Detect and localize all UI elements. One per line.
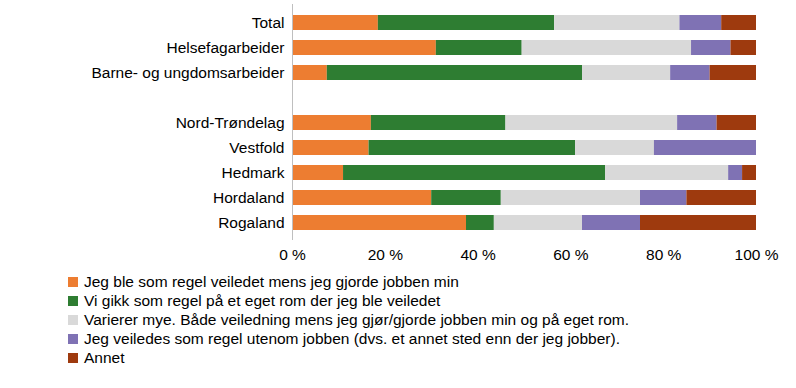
svg-text:Hordaland: Hordaland <box>213 189 285 206</box>
svg-text:60 %: 60 % <box>553 246 589 263</box>
html-text:Jeg veiledes som regel utenom: Jeg veiledes som regel utenom jobben (dv… <box>84 330 620 347</box>
svg-text:20 %: 20 % <box>368 246 404 263</box>
svg-text:100 %: 100 % <box>735 246 779 263</box>
svg-text:Hedmark: Hedmark <box>222 164 285 181</box>
svg-text:Nord-Trøndelag: Nord-Trøndelag <box>176 114 285 131</box>
html-text:Jeg ble som regel veiledet men: Jeg ble som regel veiledet mens jeg gjor… <box>84 273 459 290</box>
svg-text:80 %: 80 % <box>646 246 682 263</box>
svg-text:Total: Total <box>252 14 285 31</box>
svg-text:Vestfold: Vestfold <box>229 139 284 156</box>
svg-text:Rogaland: Rogaland <box>218 214 284 231</box>
html-text:Annet: Annet <box>84 349 125 366</box>
html-text:Vi gikk som regel på et eget r: Vi gikk som regel på et eget rom der jeg… <box>84 292 441 309</box>
svg-text:Barne- og ungdomsarbeider: Barne- og ungdomsarbeider <box>91 64 284 81</box>
svg-text:40 %: 40 % <box>460 246 496 263</box>
html-text:Varierer mye. Både veiledning: Varierer mye. Både veiledning mens jeg g… <box>84 311 630 328</box>
svg-text:0 %: 0 % <box>279 246 306 263</box>
svg-text:Helsefagarbeider: Helsefagarbeider <box>166 39 284 56</box>
